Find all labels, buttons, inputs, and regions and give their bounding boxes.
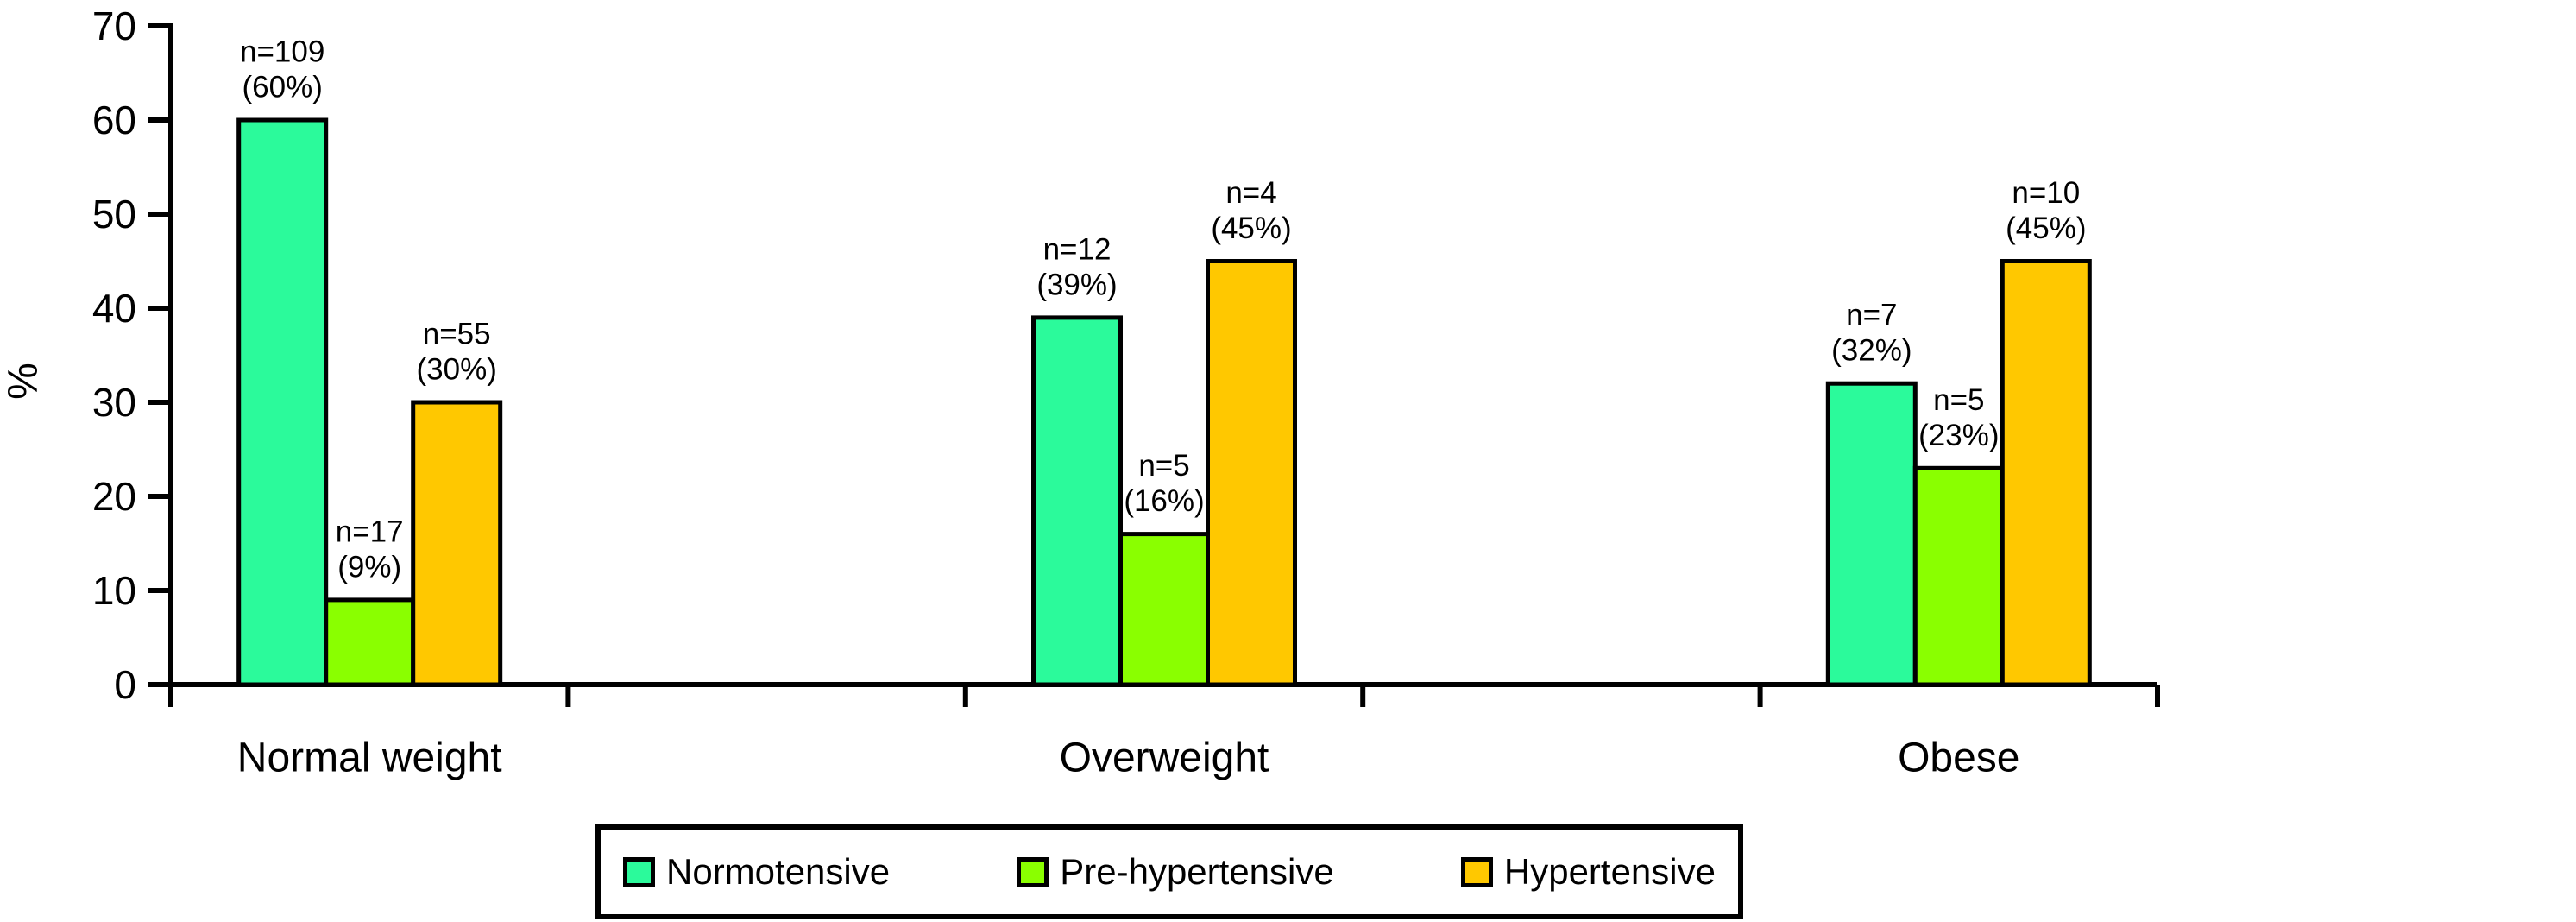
bar-percent-label: (23%) xyxy=(1918,419,1999,452)
x-category-label-overweight: Overweight xyxy=(1060,736,1269,781)
legend-label-normotensive: Normotensive xyxy=(666,851,891,892)
legend: Normotensive Pre-hypertensive Hypertensive xyxy=(595,824,1743,919)
bar-count-label: n=5 xyxy=(1933,383,1984,417)
bar-percent-label: (30%) xyxy=(417,353,497,387)
y-axis-label: % xyxy=(1,363,47,400)
bar-normal-weight-hypertensive xyxy=(411,400,503,687)
bar-overweight-hypertensive xyxy=(1206,259,1297,687)
bar-percent-label: (39%) xyxy=(1036,268,1117,301)
bar-normal-weight-normotensive xyxy=(236,117,329,687)
bar-count-label: n=10 xyxy=(2012,176,2080,210)
bar-obese-pre-hypertensive xyxy=(1912,465,2005,687)
bar-obese-hypertensive xyxy=(2000,259,2092,687)
bar-count-label: n=5 xyxy=(1138,449,1189,483)
y-tick-label: 10 xyxy=(92,568,136,613)
bar-percent-label: (9%) xyxy=(337,550,401,584)
legend-label-pre-hypertensive: Pre-hypertensive xyxy=(1060,851,1334,892)
bar-overweight-pre-hypertensive xyxy=(1118,532,1210,687)
y-tick-label: 50 xyxy=(92,192,136,237)
legend-item-pre-hypertensive: Pre-hypertensive xyxy=(1017,851,1334,892)
legend-label-hypertensive: Hypertensive xyxy=(1503,851,1716,892)
bar-percent-label: (45%) xyxy=(1211,212,1291,245)
legend-item-hypertensive: Hypertensive xyxy=(1460,851,1716,892)
bar-count-label: n=12 xyxy=(1043,232,1112,266)
y-tick-label: 20 xyxy=(92,474,136,519)
y-tick-label: 30 xyxy=(92,380,136,425)
bar-percent-label: (16%) xyxy=(1124,484,1204,518)
bar-count-label: n=109 xyxy=(240,35,324,69)
bar-count-label: n=7 xyxy=(1846,299,1897,332)
bar-obese-normotensive xyxy=(1825,381,1918,687)
bar-overweight-normotensive xyxy=(1031,315,1123,687)
bar-normal-weight-pre-hypertensive xyxy=(324,597,416,687)
legend-item-normotensive: Normotensive xyxy=(623,854,890,890)
y-tick-label: 70 xyxy=(92,3,136,48)
bar-count-label: n=4 xyxy=(1225,176,1276,210)
legend-swatch-pre-hypertensive xyxy=(1017,856,1049,887)
bar-percent-label: (32%) xyxy=(1831,334,1912,368)
y-tick-label: 40 xyxy=(92,286,136,331)
bar-count-label: n=17 xyxy=(336,515,404,548)
legend-swatch-hypertensive xyxy=(1460,856,1493,887)
bar-percent-label: (60%) xyxy=(242,71,323,104)
legend-swatch-normotensive xyxy=(623,856,655,887)
y-tick-label: 0 xyxy=(114,662,136,707)
bar-count-label: n=55 xyxy=(423,318,491,351)
y-tick-label: 60 xyxy=(92,98,136,142)
x-category-label-obese: Obese xyxy=(1898,736,2019,781)
bar-percent-label: (45%) xyxy=(2006,212,2086,245)
x-category-label-normal-weight: Normal weight xyxy=(237,736,502,781)
